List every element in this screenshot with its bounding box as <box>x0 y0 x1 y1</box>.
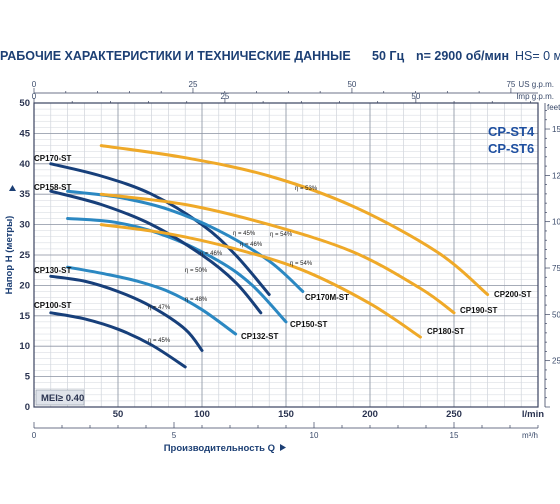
pump-curve <box>49 162 271 296</box>
pump-curve <box>49 189 263 315</box>
model-label: CP-ST6 <box>488 141 534 156</box>
imp-gpm-tick-label: 25 <box>220 92 229 101</box>
y-tick-label: 10 <box>19 341 30 352</box>
pump-curve <box>99 192 456 315</box>
x-axis-title: Производительность Q <box>164 443 275 454</box>
curve-label: CP100-ST <box>34 301 71 310</box>
y-tick-label: 50 <box>19 98 30 109</box>
m3h-tick-label: 10 <box>310 431 319 440</box>
m3h-tick-label: 15 <box>450 431 459 440</box>
efficiency-label: η = 45% <box>148 338 171 344</box>
pump-curve <box>99 144 490 296</box>
x-tick-label: 50 <box>113 409 124 420</box>
x-tick-label: 250 <box>446 409 462 420</box>
feet-unit-label: feet <box>547 103 560 112</box>
y-tick-label: 40 <box>19 159 30 170</box>
x-unit-label: l/min <box>522 409 544 420</box>
x-tick-label: 200 <box>362 409 378 420</box>
suction-height-label: HS= 0 м <box>515 49 560 63</box>
page-title: РАБОЧИЕ ХАРАКТЕРИСТИКИ И ТЕХНИЧЕСКИЕ ДАН… <box>0 49 351 63</box>
x-tick-label: 100 <box>194 409 210 420</box>
efficiency-label: η = 46% <box>240 242 263 248</box>
efficiency-label: η = 53% <box>295 186 318 192</box>
efficiency-label: η = 47% <box>148 305 171 311</box>
imp-gpm-unit-label: Imp g.p.m. <box>516 92 554 101</box>
y-tick-label: 25 <box>19 250 30 261</box>
feet-tick-label: 75 <box>552 264 560 273</box>
feet-tick-label: 150 <box>552 125 560 134</box>
curve-label: CP132-ST <box>241 332 278 341</box>
efficiency-label: η = 46% <box>200 251 223 257</box>
m3h-unit-label: m³/h <box>522 431 538 440</box>
y-tick-label: 5 <box>25 372 31 383</box>
chart-grid <box>33 102 539 408</box>
curve-label: CP150-ST <box>290 320 327 329</box>
imp-gpm-tick-label: 50 <box>411 92 420 101</box>
pump-curves <box>49 144 490 369</box>
us-gpm-tick-label: 75 <box>506 80 515 89</box>
feet-tick-label: 50 <box>552 310 560 319</box>
y-tick-label: 15 <box>19 311 30 322</box>
pump-curve <box>49 274 204 352</box>
frequency-label: 50 Гц <box>372 49 405 63</box>
x-axis-arrow-icon <box>280 444 286 451</box>
us-gpm-tick-label: 25 <box>189 80 198 89</box>
efficiency-label: η = 54% <box>270 232 293 238</box>
curve-label: CP170M-ST <box>305 293 349 302</box>
efficiency-label: η = 45% <box>233 231 256 237</box>
curve-label: CP130-ST <box>34 266 71 275</box>
pump-curve <box>49 311 187 369</box>
speed-label: n= 2900 об/мин <box>416 49 509 63</box>
curve-label: CP170-ST <box>34 154 71 163</box>
y-tick-label: 45 <box>19 128 30 139</box>
efficiency-label: η = 54% <box>290 261 313 267</box>
pump-curve <box>66 265 238 336</box>
y-axis-arrow-icon <box>9 185 16 191</box>
y-tick-label: 20 <box>19 280 30 291</box>
feet-tick-label: 100 <box>552 218 560 227</box>
model-label: CP-ST4 <box>488 124 535 139</box>
m3h-tick-label: 5 <box>172 431 177 440</box>
chart-labels: CP100-ST CP130-ST CP132-ST CP150-ST CP158-ST… <box>34 124 535 406</box>
us-gpm-tick-label: 0 <box>32 80 37 89</box>
curve-label: CP200-ST <box>494 290 531 299</box>
y-tick-label: 30 <box>19 220 30 231</box>
pump-curve <box>99 223 422 339</box>
m3h-tick-label: 0 <box>32 431 37 440</box>
imp-gpm-tick-label: 0 <box>32 92 37 101</box>
us-gpm-unit-label: US g.p.m. <box>518 80 554 89</box>
mei-label: MEI≥ 0.40 <box>41 393 84 404</box>
efficiency-label: η = 48% <box>185 297 208 303</box>
y-tick-label: 35 <box>19 189 30 200</box>
curve-label: CP158-ST <box>34 183 71 192</box>
feet-tick-label: 25 <box>552 357 560 366</box>
mei-badge <box>35 389 85 406</box>
feet-tick-label: 125 <box>552 171 560 180</box>
efficiency-label: η = 50% <box>185 268 208 274</box>
y-tick-label: 0 <box>25 402 30 413</box>
y-axis-title: Напор H (метры) <box>4 216 15 295</box>
us-gpm-tick-label: 50 <box>347 80 356 89</box>
x-tick-label: 150 <box>278 409 294 420</box>
curve-label: CP180-ST <box>427 327 464 336</box>
curve-label: CP190-ST <box>460 306 497 315</box>
